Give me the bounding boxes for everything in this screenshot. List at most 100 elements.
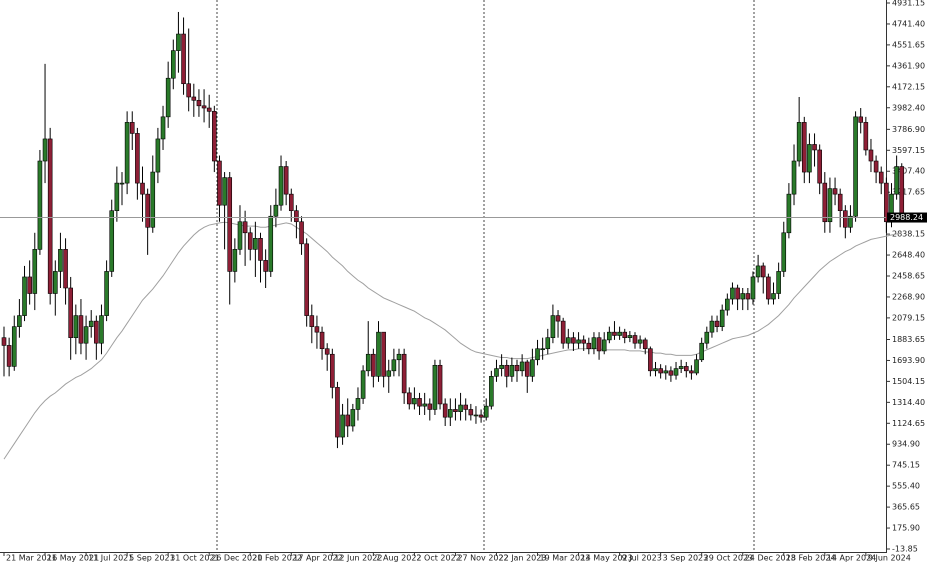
candle-body (663, 370, 669, 374)
candle-body (560, 320, 566, 344)
x-tick-label: 7 Aug 2022 (375, 554, 421, 563)
x-tick-label: 5 Sep 2021 (129, 554, 175, 563)
candle-body (47, 138, 53, 294)
candle-body (324, 348, 330, 355)
candle-body (801, 122, 807, 173)
candle-body (360, 370, 366, 399)
x-tick-label: 29 Oct 2023 (704, 554, 753, 563)
candle-body (258, 238, 263, 261)
candle-body (483, 405, 489, 418)
candle-body (83, 326, 89, 344)
candle-body (278, 166, 284, 206)
candle-body (637, 339, 643, 344)
candle-body (894, 166, 899, 195)
candle-body (442, 403, 448, 418)
y-tick-label: 1124.65 (892, 419, 925, 428)
moving-average (3, 221, 902, 460)
candle-body (678, 366, 684, 369)
y-tick-label: 3407.40 (892, 167, 925, 176)
candle-body (124, 122, 130, 184)
y-tick-label: 745.15 (892, 461, 920, 470)
candle-body (878, 171, 884, 184)
candle-body (822, 182, 828, 223)
candle-body (453, 409, 458, 412)
x-tick-label: 14 Apr 2024 (827, 554, 876, 563)
candle-body (314, 326, 320, 333)
candle-body (42, 138, 48, 162)
candle-body (32, 249, 38, 294)
candle-body (381, 331, 386, 377)
candle-body (786, 193, 792, 234)
candle-body (843, 210, 848, 228)
candle-body (376, 331, 381, 377)
candle-body (668, 370, 674, 376)
candle-body (627, 335, 633, 338)
y-tick-label: 175.90 (892, 524, 920, 533)
candle-body (212, 111, 217, 162)
candle-body (760, 265, 766, 278)
x-tick-label: 24 Dec 2023 (745, 554, 796, 563)
candle-body (288, 193, 294, 212)
y-tick-label: 4931.15 (892, 0, 925, 8)
candle-body (201, 105, 207, 109)
x-tick-label: 14 May 2023 (581, 554, 633, 563)
candle-body (689, 370, 694, 374)
y-tick-label: 2079.15 (892, 313, 925, 322)
candle-body (253, 238, 258, 250)
candle-body (299, 221, 304, 245)
candle-body (601, 339, 607, 352)
candle-body (191, 96, 197, 101)
candle-body (222, 177, 227, 206)
candle-body (196, 99, 202, 107)
candle-body (114, 182, 120, 212)
candle-body (781, 232, 787, 272)
y-tick-label: 1883.65 (892, 335, 925, 344)
candle-body (530, 359, 535, 377)
candle-body (504, 364, 510, 377)
candle-body (186, 83, 191, 98)
candle-body (535, 348, 540, 361)
candle-body (437, 364, 443, 405)
candle-body (755, 265, 761, 278)
candle-body (17, 315, 22, 327)
candle-body (524, 361, 530, 377)
candle-body (714, 320, 720, 327)
candle-body (776, 271, 781, 294)
candle-body (406, 392, 412, 405)
candle-body (766, 276, 771, 300)
y-tick-label: 2268.90 (892, 292, 925, 301)
candle-body (494, 368, 499, 377)
x-tick-label: 19 Mar 2023 (540, 554, 591, 563)
candle-body (796, 122, 802, 162)
candle-body (458, 404, 463, 412)
candle-body (237, 221, 243, 250)
candle-body (206, 107, 212, 112)
candle-body (232, 249, 238, 272)
y-tick-label: 3217.65 (892, 188, 925, 197)
candle-body (109, 210, 115, 272)
candle-body (247, 232, 253, 250)
x-tick-label: 17 Apr 2022 (293, 554, 342, 563)
candle-body (52, 271, 58, 294)
x-tick-label: 22 Jan 2023 (498, 554, 546, 563)
y-tick-label: 3982.40 (892, 103, 925, 112)
candle-body (478, 414, 484, 418)
candle-body (427, 403, 433, 410)
candle-body (294, 210, 299, 223)
candle-body (581, 339, 586, 344)
candle-body (155, 138, 161, 173)
candle-body (730, 287, 735, 300)
candle-body (145, 193, 150, 228)
candle-body (181, 33, 186, 85)
candle-body (150, 171, 156, 228)
candle-body (73, 315, 79, 338)
y-tick-label: 934.90 (892, 440, 920, 449)
candle-body (617, 331, 622, 336)
x-tick-label: 18 Feb 2024 (786, 554, 836, 563)
y-tick-label: 555.40 (892, 482, 920, 491)
x-tick-label: 3 Sep 2023 (663, 554, 709, 563)
x-tick-label: 9 Jun 2024 (868, 554, 911, 563)
candle-body (622, 331, 628, 338)
